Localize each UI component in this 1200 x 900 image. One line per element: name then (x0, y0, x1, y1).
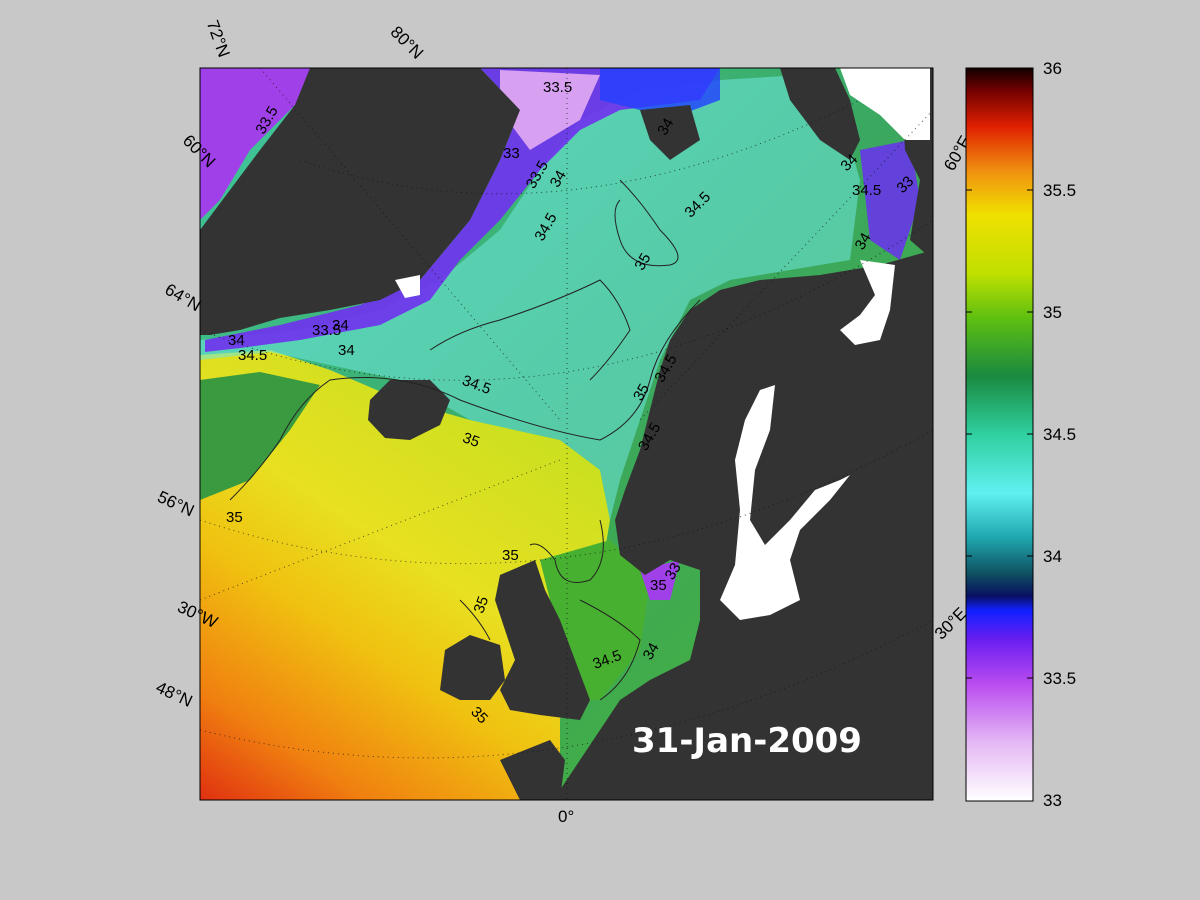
land-svalbard (640, 105, 700, 160)
contour-label: 33 (503, 145, 520, 162)
ice-gulf-of-bothnia (720, 385, 850, 620)
contour-label: 33.5 (312, 322, 341, 339)
lon-label: 80°N (387, 22, 427, 62)
ice-white-sea (840, 260, 895, 345)
graticule-labels: 72°N 80°N 60°N 60°E 64°N 56°N 30°E 30°W … (153, 18, 975, 826)
colorbar-tick-label: 35.5 (1043, 181, 1076, 200)
lat-label: 64°N (162, 280, 204, 315)
lat-label: 48°N (153, 678, 195, 711)
land-greenland (200, 68, 520, 335)
lon-label: 0° (558, 807, 574, 826)
land-iceland (368, 380, 450, 440)
contour-label: 33.5 (543, 79, 572, 96)
lon-label: 30°E (931, 604, 971, 644)
graticule (200, 68, 933, 800)
map-area[interactable] (200, 68, 933, 800)
colorbar-tick-label: 33 (1043, 791, 1062, 810)
contour-label: 34.5 (852, 182, 881, 199)
sea-field-white-sea (860, 140, 920, 260)
contour-label: 35 (502, 547, 519, 564)
map-frame (199, 67, 934, 801)
contour-label: 35 (226, 509, 243, 526)
map-date: 31-Jan-2009 (632, 721, 862, 761)
contour-label: 35 (471, 594, 493, 615)
land-britain (495, 560, 590, 720)
colorbar-tick-label: 33.5 (1043, 669, 1076, 688)
colorbar-tick-label: 35 (1043, 303, 1062, 322)
contour-label: 33 (662, 560, 685, 583)
sea-field-barents-blue (600, 68, 720, 115)
contour-label: 34 (547, 167, 570, 190)
sea-field-iceland-basin (200, 372, 320, 500)
contour-label: 34 (640, 640, 663, 663)
ice-greenland-fjord (395, 275, 420, 298)
contour-label: 34.5 (238, 347, 267, 364)
colorbar-gradient (965, 67, 1034, 802)
contour-lines (229, 179, 701, 701)
colorbar-tick-label: 36 (1043, 59, 1062, 78)
colorbar: 36 35.5 35 34.5 34 33.5 33 (965, 59, 1076, 810)
contour-label: 35 (630, 381, 653, 404)
lat-label: 56°N (155, 487, 197, 520)
lat-label: 72°N (203, 18, 234, 60)
sea-field-svalbard-shelf (500, 70, 600, 150)
contour-label: 35 (631, 250, 654, 273)
colorbar-tick-label: 34.5 (1043, 425, 1076, 444)
land-france (500, 740, 565, 800)
contour-label: 34 (332, 317, 349, 334)
contour-label: 35 (460, 429, 481, 451)
sea-field-coastal-cyan (200, 75, 860, 520)
sea-field-greenland-fresh (200, 68, 310, 220)
contour-label: 34 (654, 115, 677, 138)
contour-label: 34 (852, 230, 875, 253)
colorbar-tick-label: 34 (1043, 547, 1062, 566)
contour-label: 35 (650, 577, 667, 594)
land-novaya-zemlya (780, 68, 860, 160)
ice-barents (840, 68, 930, 140)
contour-label: 34 (338, 342, 355, 359)
land-ireland (440, 635, 505, 700)
contour-label: 34 (228, 332, 245, 349)
